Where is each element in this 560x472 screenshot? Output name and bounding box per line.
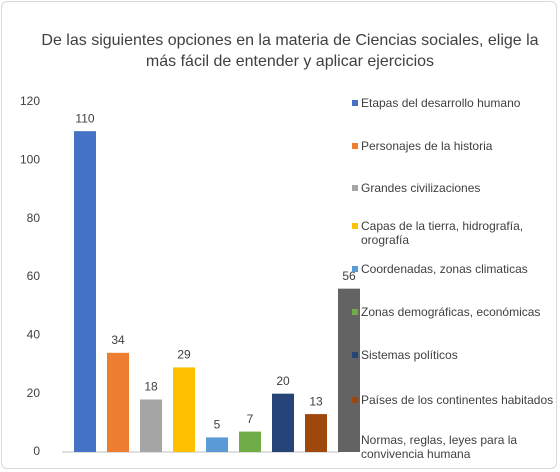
legend-item: Países de los continentes habitados xyxy=(352,393,556,407)
legend-swatch xyxy=(352,309,358,315)
y-tick-label: 40 xyxy=(27,328,41,342)
data-label: 13 xyxy=(309,394,323,408)
legend-swatch xyxy=(352,100,358,106)
legend-item: Sistemas políticos xyxy=(352,348,556,362)
bar xyxy=(173,367,195,452)
bar xyxy=(239,431,261,452)
bar xyxy=(272,393,294,452)
legend-item: Coordenadas, zonas climaticas xyxy=(352,262,556,276)
y-tick-label: 20 xyxy=(27,386,41,400)
legend-label: Coordenadas, zonas climaticas xyxy=(361,262,528,276)
y-tick-label: 100 xyxy=(20,153,40,167)
legend-swatch xyxy=(352,143,358,149)
data-label: 110 xyxy=(75,111,94,125)
legend-swatch xyxy=(352,223,358,229)
bar xyxy=(338,288,360,452)
bar xyxy=(107,352,129,452)
data-label: 56 xyxy=(342,269,356,283)
legend-label: Sistemas políticos xyxy=(361,348,458,362)
legend-item: Normas, reglas, leyes para la convivenci… xyxy=(352,433,556,461)
data-label: 29 xyxy=(177,348,191,362)
legend-swatch xyxy=(352,352,358,358)
legend-swatch xyxy=(352,266,358,272)
chart-title: De las siguientes opciones en la materia… xyxy=(41,32,539,70)
legend-label: Personajes de la historia xyxy=(361,139,493,153)
data-label: 5 xyxy=(214,418,221,432)
y-tick-label: 0 xyxy=(33,444,40,458)
legend-label: Capas de la tierra, hidrografía, orograf… xyxy=(361,219,524,247)
legend-label: Zonas demográficas, económicas xyxy=(361,305,541,319)
legend-swatch xyxy=(352,437,358,443)
legend-item: Personajes de la historia xyxy=(352,139,556,153)
bar xyxy=(140,399,162,452)
legend-item: Zonas demográficas, económicas xyxy=(352,305,556,319)
y-tick-label: 60 xyxy=(27,269,41,283)
data-label: 20 xyxy=(276,374,290,388)
bar xyxy=(74,131,96,452)
legend-item: Etapas del desarrollo humano xyxy=(352,96,556,110)
legend-swatch xyxy=(352,185,358,191)
legend-label: Etapas del desarrollo humano xyxy=(361,96,521,110)
legend-swatch xyxy=(352,397,358,403)
legend-label: Grandes civilizaciones xyxy=(361,181,481,195)
legend-item: Grandes civilizaciones xyxy=(352,181,556,195)
data-label: 7 xyxy=(247,412,254,426)
legend-item: Capas de la tierra, hidrografía, orograf… xyxy=(352,219,556,247)
data-label: 34 xyxy=(111,333,125,347)
bar xyxy=(206,437,228,452)
legend-label: Países de los continentes habitados xyxy=(361,393,554,407)
data-label: 18 xyxy=(144,380,158,394)
bar xyxy=(305,414,327,452)
legend-label: Normas, reglas, leyes para la convivenci… xyxy=(361,433,518,461)
y-tick-label: 120 xyxy=(20,94,40,108)
y-tick-label: 80 xyxy=(27,211,41,225)
